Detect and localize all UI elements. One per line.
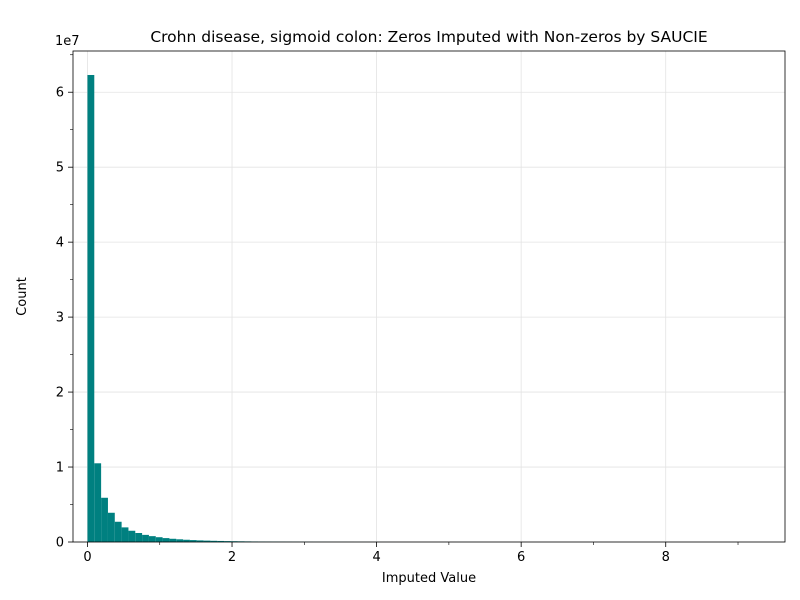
x-axis-label: Imputed Value xyxy=(382,571,476,586)
x-tick-label: 4 xyxy=(372,550,380,565)
y-tick-label: 4 xyxy=(56,236,64,251)
y-tick-label: 5 xyxy=(56,161,64,176)
histogram-bar xyxy=(101,497,108,542)
y-axis-offset-label: 1e7 xyxy=(55,34,80,49)
y-tick-label: 1 xyxy=(56,461,64,476)
x-tick-label: 6 xyxy=(517,550,525,565)
x-tick-label: 2 xyxy=(228,550,236,565)
histogram-bar xyxy=(142,534,149,542)
chart-title: Crohn disease, sigmoid colon: Zeros Impu… xyxy=(150,28,707,46)
histogram-bar xyxy=(128,530,136,542)
histogram-bar xyxy=(135,533,143,542)
histogram-bar xyxy=(176,539,184,542)
y-tick-label: 3 xyxy=(56,311,64,326)
histogram-bar xyxy=(210,540,218,542)
x-axis: 0 2 4 6 8 xyxy=(83,542,739,565)
y-axis: 0 1 2 3 4 5 6 xyxy=(56,54,73,551)
histogram-bar xyxy=(107,512,115,542)
histogram-bar xyxy=(183,539,190,542)
histogram-bar xyxy=(94,463,102,542)
histogram-bar xyxy=(162,538,170,542)
y-tick-label: 0 xyxy=(56,536,64,551)
grid xyxy=(73,51,785,543)
histogram-bar xyxy=(155,537,163,542)
y-tick-label: 2 xyxy=(56,386,64,401)
histogram-bar xyxy=(189,540,197,542)
y-tick-label: 6 xyxy=(56,86,64,101)
histogram-bar xyxy=(114,521,122,542)
histogram-bar xyxy=(217,540,225,542)
histogram-bar xyxy=(87,74,95,542)
x-tick-label: 0 xyxy=(83,550,91,565)
histogram-bar xyxy=(148,536,156,542)
histogram-bar xyxy=(224,541,231,542)
histogram-bar xyxy=(121,527,129,542)
histogram-bars xyxy=(87,74,764,542)
y-axis-label: Count xyxy=(15,277,30,316)
histogram-bar xyxy=(196,540,204,542)
plot-area-frame xyxy=(72,50,786,543)
histogram-bar xyxy=(203,540,211,542)
histogram-bar xyxy=(169,538,177,542)
x-tick-label: 8 xyxy=(662,550,670,565)
